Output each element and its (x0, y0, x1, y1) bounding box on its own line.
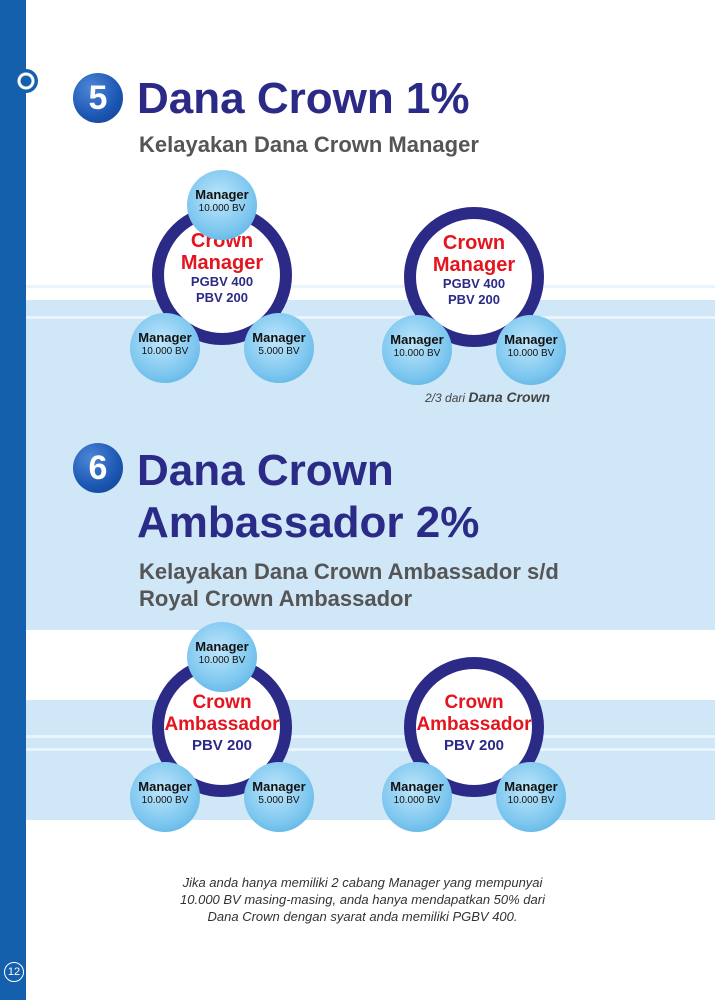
node-value: 10.000 BV (507, 348, 555, 359)
section-subtitle-line1: Kelayakan Dana Crown Ambassador s/d (139, 559, 559, 584)
node-value: 10.000 BV (198, 203, 246, 214)
center-title: Crown (192, 692, 252, 713)
section-title-line2: Ambassador 2% (137, 498, 480, 547)
center-detail: PBV 200 (443, 737, 505, 754)
crown-manager-diagram-left: Crown Manager PGBV 400 PBV 200 Manager 1… (130, 170, 330, 383)
left-sidebar-bar (0, 0, 26, 1000)
crown-manager-diagram-right: Crown Manager PGBV 400 PBV 200 Manager 1… (382, 172, 582, 385)
crown-ambassador-diagram-right: Crown Ambassador PBV 200 Manager 10.000 … (382, 622, 582, 832)
node-value: 10.000 BV (198, 655, 246, 666)
center-detail: PGBV 400 (190, 274, 254, 289)
node-label: Manager (390, 779, 444, 794)
manager-node-bottom-left: Manager 10.000 BV (382, 315, 452, 385)
ring-center: Crown Manager PGBV 400 PBV 200 (404, 232, 544, 308)
band-stripe (26, 748, 715, 751)
background-band-2 (26, 430, 715, 630)
node-label: Manager (138, 779, 192, 794)
manager-node-bottom-right: Manager 10.000 BV (496, 315, 566, 385)
note-emphasis: Dana Crown (468, 389, 551, 405)
manager-node-bottom-left: Manager 10.000 BV (130, 762, 200, 832)
manager-node-bottom-right: Manager 5.000 BV (244, 762, 314, 832)
ring-center: Crown Ambassador PBV 200 (404, 692, 544, 756)
footnote: Jika anda hanya memiliki 2 cabang Manage… (140, 874, 585, 925)
footnote-line: 10.000 BV masing-masing, anda hanya mend… (180, 892, 545, 907)
section-number-badge: 6 (73, 443, 123, 493)
center-title: Crown (442, 232, 506, 254)
center-detail: PGBV 400 (442, 276, 506, 291)
manager-node-bottom-left: Manager 10.000 BV (382, 762, 452, 832)
manager-node-top: Manager 10.000 BV (187, 170, 257, 240)
center-title: Manager (180, 252, 264, 274)
band-stripe (26, 735, 715, 738)
center-title: Manager (432, 254, 516, 276)
footnote-line: Dana Crown dengan syarat anda memiliki P… (207, 909, 518, 924)
node-value: 5.000 BV (258, 346, 300, 357)
center-detail: PBV 200 (191, 737, 253, 754)
node-label: Manager (138, 330, 192, 345)
manager-node-bottom-left: Manager 10.000 BV (130, 313, 200, 383)
node-label: Manager (252, 330, 306, 345)
center-title: Ambassador (164, 714, 280, 735)
node-value: 10.000 BV (393, 795, 441, 806)
node-label: Manager (390, 332, 444, 347)
node-value: 10.000 BV (507, 795, 555, 806)
manager-node-bottom-right: Manager 5.000 BV (244, 313, 314, 383)
footnote-line: Jika anda hanya memiliki 2 cabang Manage… (182, 875, 543, 890)
section-subtitle: Kelayakan Dana Crown Manager (139, 132, 479, 157)
center-title: Crown (444, 692, 504, 713)
node-value: 10.000 BV (141, 346, 189, 357)
section-number-badge: 5 (73, 73, 123, 123)
node-label: Manager (504, 779, 558, 794)
node-value: 5.000 BV (258, 795, 300, 806)
node-value: 10.000 BV (393, 348, 441, 359)
section-title: Dana Crown 1% (137, 74, 470, 123)
node-label: Manager (195, 187, 249, 202)
section-subtitle-line2: Royal Crown Ambassador (139, 586, 413, 611)
node-label: Manager (252, 779, 306, 794)
node-value: 10.000 BV (141, 795, 189, 806)
crown-ambassador-diagram-left: Crown Ambassador PBV 200 Manager 10.000 … (130, 622, 330, 832)
circle-bullet-icon (14, 69, 38, 93)
section-title-line1: Dana Crown (137, 446, 394, 495)
band-stripe (26, 285, 715, 288)
band-stripe (26, 316, 715, 319)
diagram-note: 2/3 dari Dana Crown (425, 389, 550, 405)
node-label: Manager (504, 332, 558, 347)
center-detail: PBV 200 (447, 292, 501, 307)
page-number: 12 (4, 962, 24, 982)
node-label: Manager (195, 639, 249, 654)
center-detail: PBV 200 (195, 290, 249, 305)
note-prefix: 2/3 dari (425, 391, 466, 405)
ring-center: Crown Ambassador PBV 200 (152, 692, 292, 756)
manager-node-top: Manager 10.000 BV (187, 622, 257, 692)
manager-node-bottom-right: Manager 10.000 BV (496, 762, 566, 832)
ring-center: Crown Manager PGBV 400 PBV 200 (152, 230, 292, 306)
center-title: Ambassador (416, 714, 532, 735)
